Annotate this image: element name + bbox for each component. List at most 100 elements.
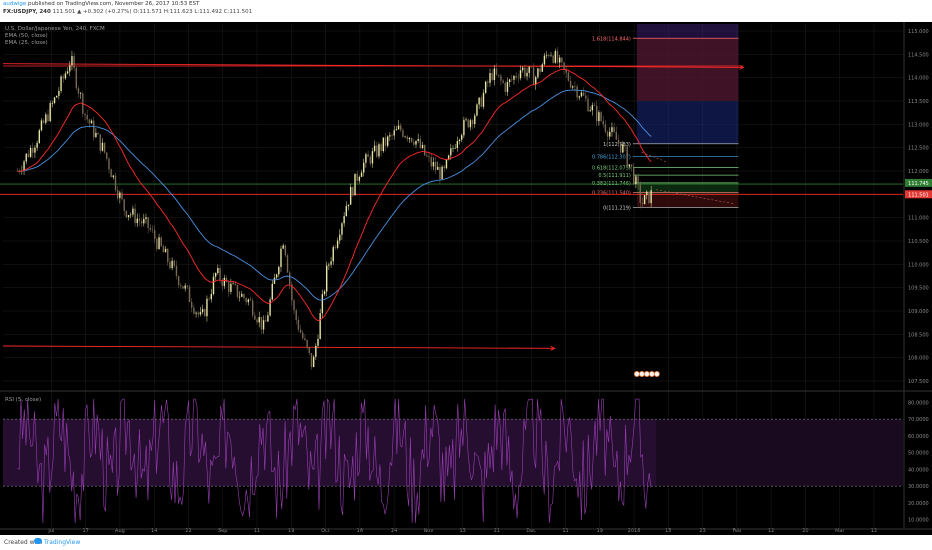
candle-body (225, 277, 228, 283)
candle-body (591, 105, 594, 111)
candle-body (171, 260, 173, 269)
candle-body (173, 260, 175, 266)
candle-body (112, 175, 115, 178)
candle-body (498, 74, 500, 76)
x-tick-label: Mar (835, 528, 845, 534)
candle-body (454, 147, 456, 149)
candle-body (75, 68, 78, 89)
candle-body (622, 144, 624, 153)
candle-body (521, 67, 524, 71)
candle-body (140, 220, 143, 224)
candle-body (90, 120, 93, 124)
event-marker-icon (643, 370, 650, 377)
candle-body (56, 95, 58, 98)
candle-body (384, 137, 387, 146)
candle-body (101, 142, 104, 151)
candle-body (567, 72, 570, 81)
candle-body (53, 97, 56, 104)
candle-body (265, 320, 267, 322)
candle-body (365, 154, 367, 163)
candle-body (149, 227, 152, 230)
candle-body (439, 166, 441, 180)
candle-body (93, 120, 95, 137)
candle-body (136, 218, 138, 224)
candle-body (593, 105, 596, 106)
candle-body (445, 159, 448, 169)
candle-body (539, 68, 541, 72)
candle-body (256, 319, 258, 323)
fib-level-label: 0.618(112.075) (592, 166, 631, 172)
event-marker-icon (638, 370, 645, 377)
ray-arrow-icon (550, 345, 556, 351)
candle-body (461, 135, 463, 140)
candle-body (641, 202, 644, 205)
candle-body (249, 299, 252, 301)
candle-body (295, 310, 297, 320)
candle-body (247, 299, 250, 303)
candle-body (456, 141, 459, 148)
tradingview-brand[interactable]: TradingView (44, 539, 81, 546)
candle-body (40, 120, 43, 131)
candle-body (413, 141, 415, 145)
candle-body (291, 284, 293, 301)
candle-body (193, 307, 195, 314)
candle-body (275, 274, 278, 278)
candle-body (354, 173, 356, 196)
candle-body (29, 147, 32, 157)
candle-body (543, 55, 546, 65)
candle-body (476, 104, 478, 116)
candle-body (550, 55, 552, 57)
ray-arrow-icon (739, 64, 745, 70)
candle-body (132, 208, 134, 215)
candle-body (288, 272, 291, 285)
x-tick-label: 20 (802, 528, 808, 534)
candle-body (47, 114, 49, 122)
y-tick-label: 108.000 (908, 356, 929, 362)
rsi-tick-label: 10.0000 (908, 518, 929, 524)
candle-body (58, 90, 60, 96)
candle-body (27, 153, 30, 157)
candle-body (552, 55, 554, 63)
candle-body (393, 130, 395, 136)
candle-body (195, 312, 197, 314)
candle-body (386, 136, 389, 146)
candle-body (234, 283, 236, 285)
candle-body (258, 317, 260, 323)
candle-body (421, 144, 424, 149)
candle-body (326, 265, 328, 292)
candle-body (360, 172, 363, 177)
x-tick-label: 22 (185, 528, 191, 534)
candle-body (62, 76, 64, 79)
candle-body (376, 145, 378, 157)
x-tick-label: 23 (699, 528, 705, 534)
ema50-line (17, 89, 652, 301)
candle-body (210, 294, 213, 300)
x-tick-label: 13 (459, 528, 465, 534)
candle-body (167, 248, 169, 262)
chart-area[interactable]: 115.000 114.500 114.000 113.500 113.000 112.5… (0, 22, 932, 535)
candle-body (162, 246, 165, 253)
candle-body (556, 51, 559, 63)
candle-body (99, 134, 101, 151)
candle-body (121, 192, 123, 200)
price-tag (905, 190, 932, 199)
candle-body (469, 120, 472, 128)
candle-body (480, 97, 483, 107)
candle-body (278, 266, 280, 275)
candle-body (206, 298, 208, 317)
candle-body (624, 144, 626, 147)
candle-body (519, 70, 522, 78)
candle-body (467, 119, 469, 128)
candle-body (598, 112, 600, 122)
candle-body (201, 309, 204, 313)
candle-body (243, 294, 245, 299)
candle-body (317, 338, 319, 346)
candle-body (134, 208, 136, 224)
y-tick-label: 109.000 (908, 309, 929, 315)
candle-body (373, 145, 376, 152)
candle-body (650, 190, 652, 204)
candle-body (609, 131, 611, 137)
publisher-name[interactable]: audwige (3, 1, 27, 7)
candle-body (334, 247, 337, 248)
tradingview-logo-icon[interactable] (34, 538, 42, 544)
